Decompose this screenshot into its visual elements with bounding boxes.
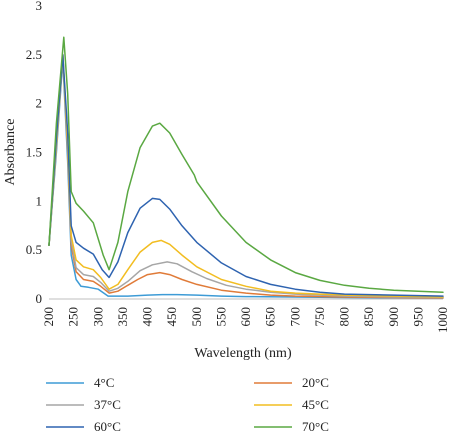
x-tick-label: 800: [337, 307, 352, 327]
series-line-3: [48, 54, 444, 298]
series-line-4: [48, 54, 444, 297]
legend-label-4: 60°C: [94, 419, 121, 434]
x-tick-label: 400: [140, 307, 155, 327]
x-tick-label: 450: [164, 307, 179, 327]
y-tick-label: 1.5: [26, 145, 42, 160]
y-tick-label: 2.5: [26, 47, 42, 62]
legend-label-1: 20°C: [302, 375, 329, 390]
x-tick-label: 550: [213, 307, 228, 327]
y-tick-label: 3: [36, 0, 43, 13]
x-tick-label: 1000: [435, 307, 449, 333]
x-tick-label: 250: [66, 307, 81, 327]
y-tick-label: 2: [36, 96, 43, 111]
x-tick-label: 700: [287, 307, 302, 327]
y-axis-ticks: 0 0.5 1 1.5 2 2.5 3: [26, 0, 42, 306]
y-tick-label: 1: [36, 193, 43, 208]
legend-label-2: 37°C: [94, 397, 121, 412]
y-tick-label: 0: [36, 291, 43, 306]
series-line-5: [48, 36, 444, 293]
legend-label-3: 45°C: [302, 397, 329, 412]
series-line-0: [48, 58, 444, 299]
x-tick-label: 350: [115, 307, 130, 327]
series-lines: [48, 36, 444, 299]
y-tick-label: 0.5: [26, 242, 42, 257]
series-line-1: [48, 54, 444, 299]
x-tick-label: 850: [361, 307, 376, 327]
x-tick-label: 600: [238, 307, 253, 327]
series-line-2: [48, 54, 444, 299]
x-axis-title: Wavelength (nm): [194, 346, 292, 361]
x-tick-label: 300: [90, 307, 105, 327]
x-axis-ticks: 200 250 300 350 400 450 500 550 600 650 700 750 800 8…: [41, 307, 449, 333]
legend-label-0: 4°C: [94, 375, 114, 390]
legend-label-5: 70°C: [302, 419, 329, 434]
y-axis-title: Absorbance: [3, 119, 18, 186]
legend: 4°C 20°C 37°C 45°C 60°C 70°C: [46, 375, 329, 434]
x-tick-label: 200: [41, 307, 56, 327]
x-tick-label: 500: [189, 307, 204, 327]
x-tick-label: 750: [312, 307, 327, 327]
x-tick-label: 650: [263, 307, 278, 327]
x-tick-label: 900: [386, 307, 401, 327]
x-tick-label: 950: [410, 307, 425, 327]
